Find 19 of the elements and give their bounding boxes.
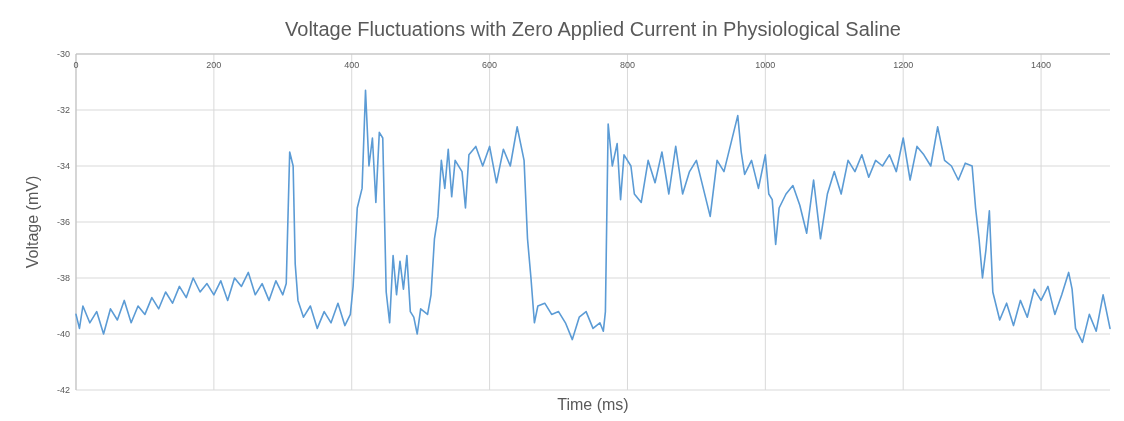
x-tick-label: 400	[344, 60, 360, 70]
x-tick-label: 0	[73, 60, 79, 70]
x-tick-label: 800	[619, 60, 635, 70]
y-tick-label: -40	[56, 329, 70, 339]
y-tick-label: -36	[56, 217, 70, 227]
y-tick-label: -32	[56, 105, 70, 115]
y-tick-label: -30	[56, 49, 70, 59]
x-tick-label: 200	[206, 60, 222, 70]
x-tick-label: 1000	[755, 60, 776, 70]
y-tick-label: -34	[56, 161, 70, 171]
y-axis-title: Voltage (mV)	[24, 175, 41, 269]
line-series	[75, 89, 1111, 344]
x-tick-label: 600	[482, 60, 498, 70]
chart-title: Voltage Fluctuations with Zero Applied Current in Physiological Saline	[285, 18, 901, 40]
x-axis-title: Time (ms)	[557, 396, 629, 413]
y-tick-label: -38	[56, 273, 70, 283]
y-tick-label: -42	[56, 385, 70, 395]
x-tick-label: 1400	[1031, 60, 1052, 70]
x-tick-label: 1200	[893, 60, 914, 70]
